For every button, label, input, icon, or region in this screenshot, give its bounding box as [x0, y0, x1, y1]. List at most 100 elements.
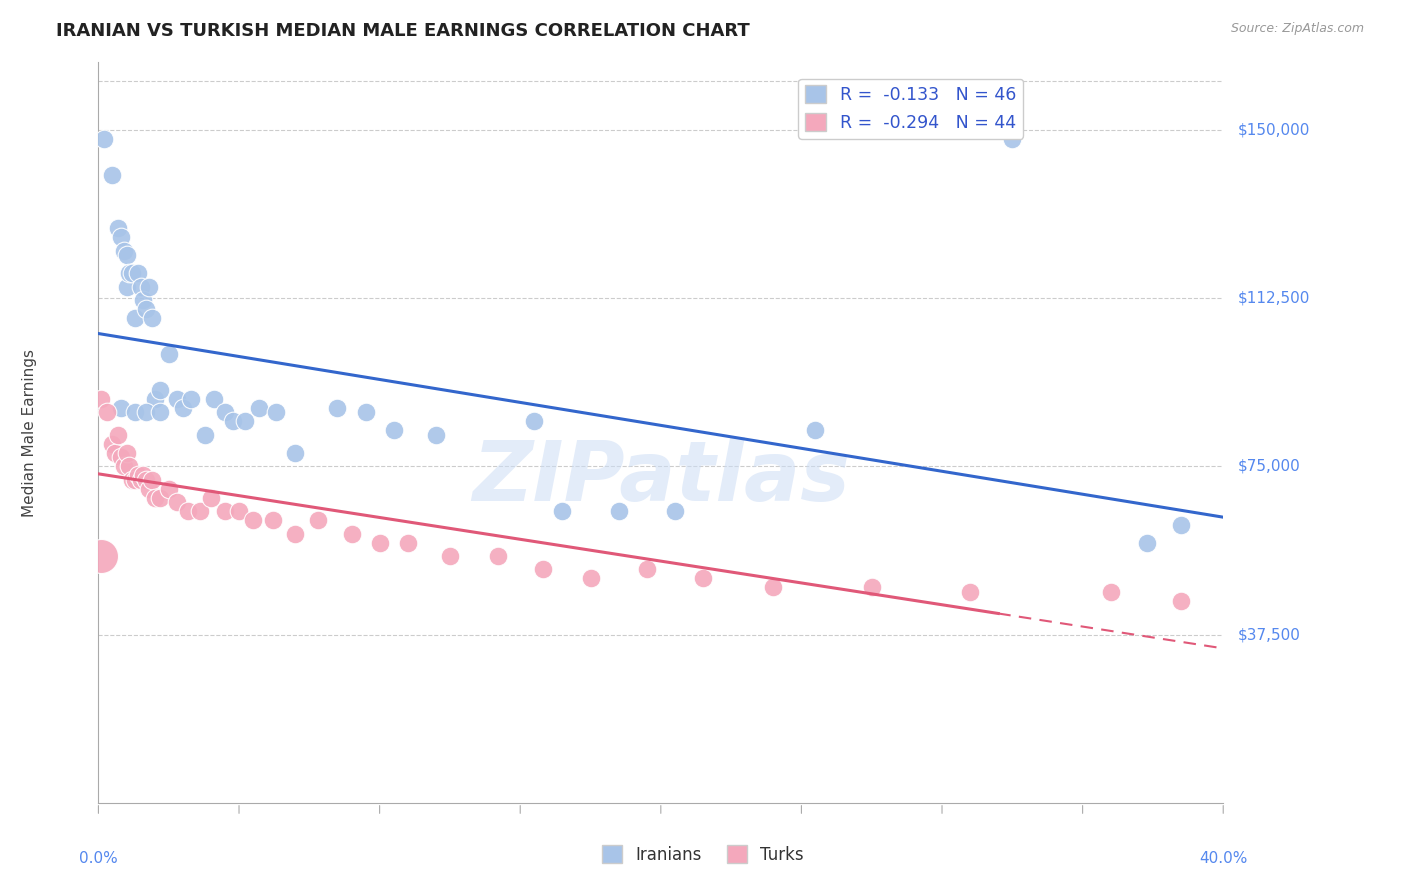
Point — [264, 405, 287, 419]
Point — [141, 473, 163, 487]
Point — [124, 473, 146, 487]
Point — [121, 266, 143, 280]
Legend: R =  -0.133   N = 46, R =  -0.294   N = 44: R = -0.133 N = 46, R = -0.294 N = 44 — [799, 78, 1024, 138]
Point — [180, 392, 202, 406]
Point — [138, 280, 160, 294]
Point — [1001, 132, 1024, 146]
Point — [93, 132, 115, 146]
Point — [141, 311, 163, 326]
Point — [129, 280, 152, 294]
Point — [486, 549, 509, 563]
Point — [551, 504, 574, 518]
Point — [382, 423, 405, 437]
Point — [90, 549, 112, 563]
Point — [202, 392, 225, 406]
Point — [115, 248, 138, 262]
Point — [157, 482, 180, 496]
Text: Median Male Earnings: Median Male Earnings — [21, 349, 37, 516]
Point — [214, 405, 236, 419]
Point — [1136, 535, 1159, 549]
Point — [439, 549, 461, 563]
Point — [425, 428, 447, 442]
Point — [396, 535, 419, 549]
Point — [262, 513, 284, 527]
Point — [354, 405, 377, 419]
Point — [228, 504, 250, 518]
Point — [222, 414, 245, 428]
Point — [135, 302, 157, 317]
Point — [107, 221, 129, 235]
Point — [368, 535, 391, 549]
Point — [762, 581, 785, 595]
Point — [118, 459, 141, 474]
Point — [110, 401, 132, 415]
Point — [129, 473, 152, 487]
Point — [579, 571, 602, 585]
Point — [166, 392, 188, 406]
Point — [143, 491, 166, 505]
Point — [96, 405, 118, 419]
Point — [804, 423, 827, 437]
Point — [636, 562, 658, 576]
Point — [127, 468, 149, 483]
Point — [1099, 585, 1122, 599]
Point — [127, 266, 149, 280]
Point — [112, 244, 135, 258]
Point — [132, 468, 155, 483]
Point — [172, 401, 194, 415]
Point — [149, 383, 172, 397]
Point — [121, 473, 143, 487]
Point — [247, 401, 270, 415]
Point — [110, 230, 132, 244]
Point — [135, 405, 157, 419]
Point — [326, 401, 349, 415]
Point — [115, 280, 138, 294]
Point — [90, 392, 112, 406]
Text: 0.0%: 0.0% — [79, 851, 118, 866]
Point — [101, 437, 124, 451]
Point — [959, 585, 981, 599]
Text: IRANIAN VS TURKISH MEDIAN MALE EARNINGS CORRELATION CHART: IRANIAN VS TURKISH MEDIAN MALE EARNINGS … — [56, 22, 749, 40]
Point — [188, 504, 211, 518]
Text: 40.0%: 40.0% — [1199, 851, 1247, 866]
Point — [242, 513, 264, 527]
Point — [664, 504, 686, 518]
Point — [607, 504, 630, 518]
Point — [115, 446, 138, 460]
Point — [107, 428, 129, 442]
Point — [112, 459, 135, 474]
Point — [1170, 594, 1192, 608]
Point — [194, 428, 217, 442]
Text: Source: ZipAtlas.com: Source: ZipAtlas.com — [1230, 22, 1364, 36]
Point — [166, 495, 188, 509]
Point — [284, 446, 307, 460]
Legend: Iranians, Turks: Iranians, Turks — [596, 838, 810, 871]
Point — [149, 491, 172, 505]
Text: $112,500: $112,500 — [1237, 291, 1309, 305]
Text: $37,500: $37,500 — [1237, 627, 1301, 642]
Point — [143, 392, 166, 406]
Point — [307, 513, 329, 527]
Point — [233, 414, 256, 428]
Point — [531, 562, 554, 576]
Point — [138, 482, 160, 496]
Point — [124, 405, 146, 419]
Point — [104, 446, 127, 460]
Point — [860, 581, 883, 595]
Point — [284, 526, 307, 541]
Point — [200, 491, 222, 505]
Point — [523, 414, 546, 428]
Point — [214, 504, 236, 518]
Point — [135, 473, 157, 487]
Point — [1170, 517, 1192, 532]
Text: $150,000: $150,000 — [1237, 122, 1309, 137]
Text: $75,000: $75,000 — [1237, 458, 1301, 474]
Point — [692, 571, 714, 585]
Text: ZIPatlas: ZIPatlas — [472, 436, 849, 517]
Point — [157, 347, 180, 361]
Point — [124, 311, 146, 326]
Point — [110, 450, 132, 465]
Point — [101, 168, 124, 182]
Point — [177, 504, 200, 518]
Point — [149, 405, 172, 419]
